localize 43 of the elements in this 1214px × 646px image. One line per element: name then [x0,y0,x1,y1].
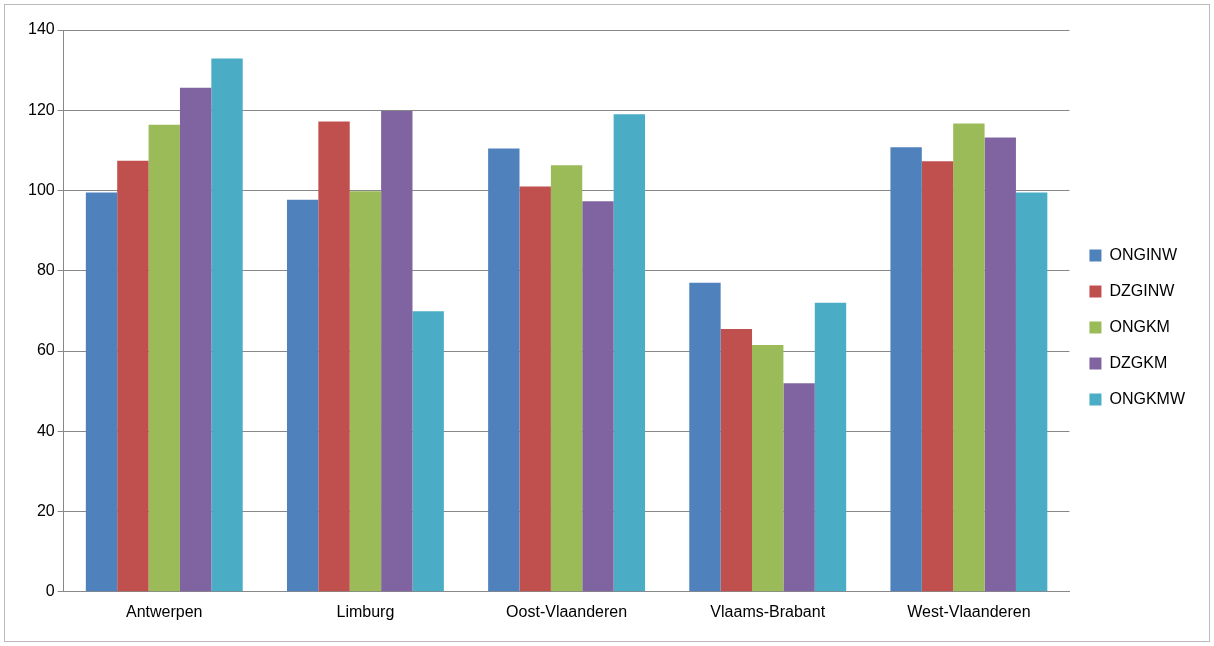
y-tick-label: 20 [36,501,55,519]
y-tick-label: 0 [45,582,55,600]
bar [752,345,784,592]
bar [921,161,954,592]
y-tick-label: 140 [27,20,55,38]
bar [519,186,551,592]
bar [349,191,382,592]
bar [613,114,646,592]
x-tick-label: Antwerpen [126,602,203,620]
bar [117,160,149,592]
legend-label: ONGKM [1109,317,1170,335]
bar [488,148,520,592]
bar [689,282,721,592]
bar [550,165,583,592]
bar [211,58,243,592]
bar [179,87,212,592]
x-tick-label: West-Vlaanderen [907,602,1031,620]
legend-label: DZGINW [1109,281,1176,299]
bar [890,147,922,592]
bar [412,311,444,592]
bar [783,383,815,592]
legend-label: ONGINW [1109,245,1178,263]
x-tick-label: Vlaams-Brabant [710,602,826,620]
bar [582,201,614,592]
y-tick-label: 100 [27,180,55,198]
legend-label: ONGKMW [1109,389,1186,407]
y-tick-label: 60 [36,341,55,359]
bar [1015,192,1048,592]
x-tick-label: Oost-Vlaanderen [506,602,628,620]
bar [814,302,847,592]
bar [720,328,753,592]
bar [286,199,319,592]
y-tick-label: 80 [36,261,55,279]
bar [148,124,180,592]
bar [984,137,1016,592]
x-tick-label: Limburg [336,602,395,620]
legend-label: DZGKM [1109,353,1168,371]
bar [381,111,413,592]
bar [85,192,118,592]
bar [318,121,350,592]
y-tick-label: 120 [27,100,55,118]
y-tick-label: 40 [36,421,55,439]
bar [953,123,985,592]
